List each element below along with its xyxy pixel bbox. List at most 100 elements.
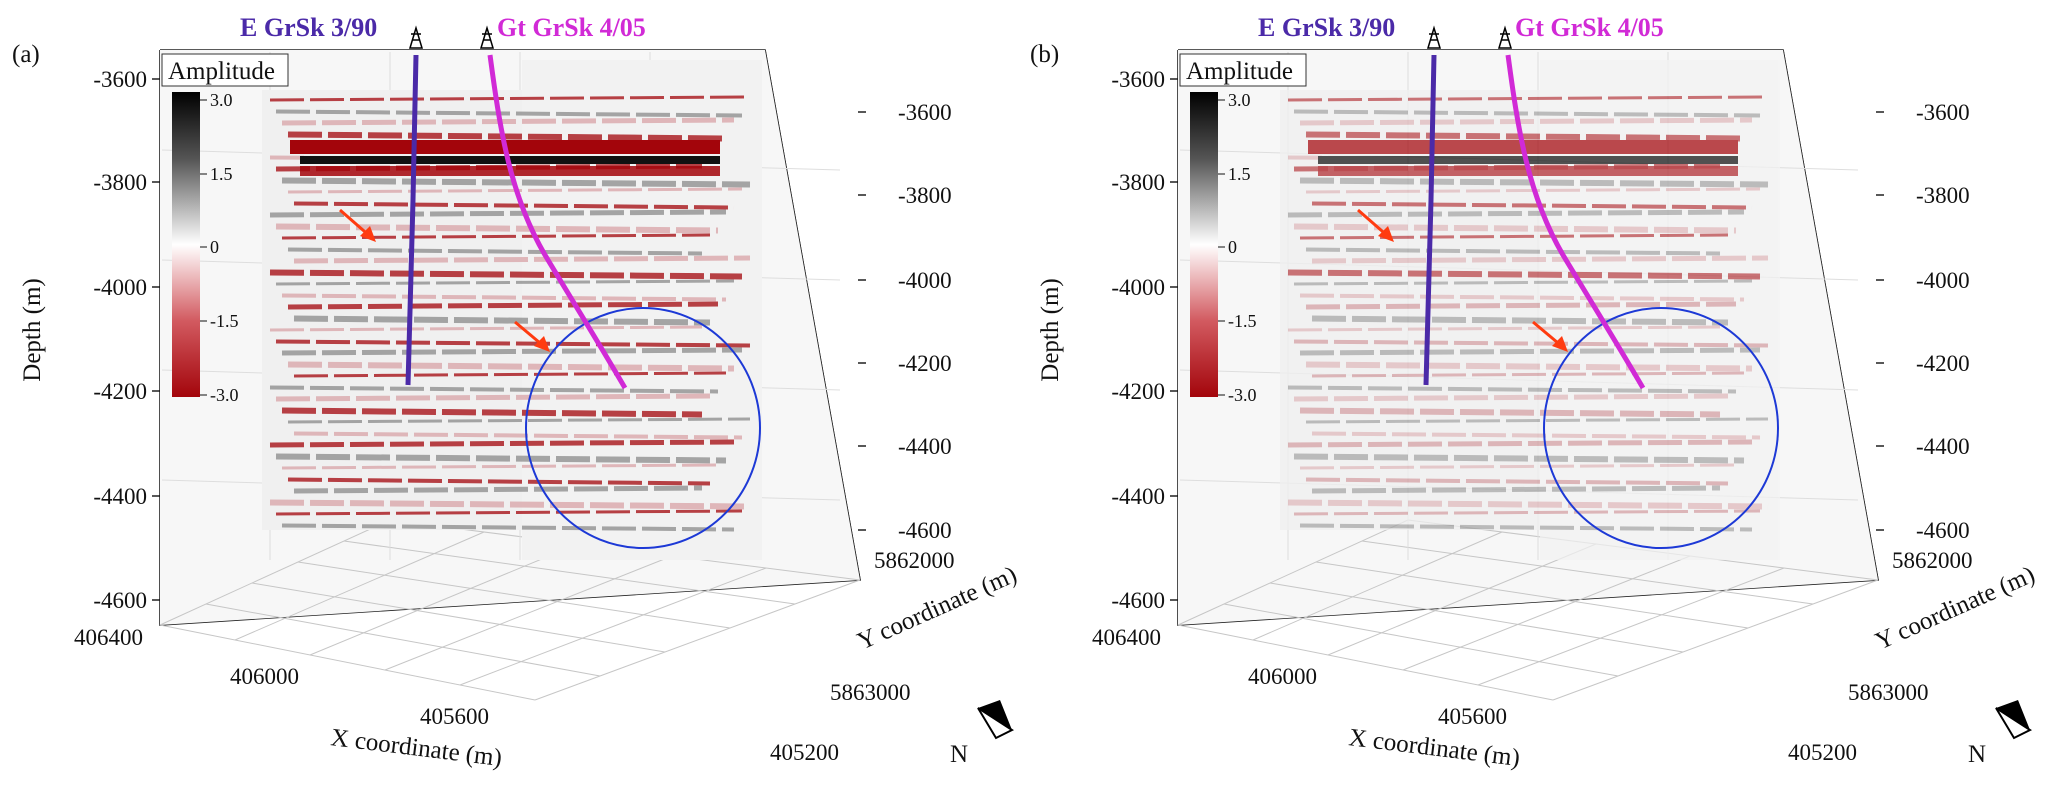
depth-tick-left: -4000 xyxy=(1111,275,1165,300)
reflector xyxy=(269,385,719,394)
reflector xyxy=(269,269,743,280)
depth-axis-right: -3600 -3800 -4000 -4200 -4400 -4600 xyxy=(858,100,952,543)
depth-tick-right: -4200 xyxy=(1916,351,1970,376)
reflector xyxy=(269,439,735,448)
colorbar-tick: -3.0 xyxy=(210,385,239,405)
well-e-grsk-3-90 xyxy=(405,54,419,386)
north-label: N xyxy=(1968,741,1986,768)
depth-axis-title: Depth (m) xyxy=(1037,278,1064,381)
reflector xyxy=(1305,247,1721,256)
reflector xyxy=(1311,201,1753,210)
reflector xyxy=(1293,223,1737,234)
y-tick: 5863000 xyxy=(1848,680,1929,705)
reflector xyxy=(281,233,711,240)
derrick-icon xyxy=(1497,25,1513,49)
colorbar-tick: 3.0 xyxy=(1228,90,1251,110)
figure-panel-a: E GrSk 3/90 Gt GrSk 4/05 (a) Amplitude 3.0 1.… xyxy=(12,13,1018,772)
well-label-e: E GrSk 3/90 xyxy=(1258,13,1395,42)
colorbar-tick: 0 xyxy=(1228,237,1237,257)
x-axis-title: X coordinate (m) xyxy=(1347,724,1521,772)
colorbar-tick: -3.0 xyxy=(1228,385,1257,405)
reflector xyxy=(1293,509,1761,516)
derrick-icon xyxy=(408,25,424,49)
depth-tick-left: -4400 xyxy=(93,484,147,509)
x-tick: 405200 xyxy=(770,740,839,765)
depth-tick-right: -4200 xyxy=(898,351,952,376)
reflector xyxy=(1293,453,1745,464)
y-tick: 5862000 xyxy=(874,548,955,573)
highlight-circle xyxy=(1543,307,1779,549)
well-gt-grsk-4-05 xyxy=(1505,54,1646,390)
highlight-circle xyxy=(525,307,761,549)
depth-tick-right: -4600 xyxy=(1916,518,1970,543)
panel-label: (b) xyxy=(1030,41,1059,68)
reflector xyxy=(1287,95,1769,102)
reflector xyxy=(275,509,743,516)
colorbar-tick: 1.5 xyxy=(1228,164,1251,184)
reflector xyxy=(1299,117,1753,126)
x-tick: 406000 xyxy=(230,664,299,689)
reflector xyxy=(281,347,743,356)
x-tick: 405600 xyxy=(1438,704,1507,729)
reflector xyxy=(275,109,743,118)
seismic-sections xyxy=(262,60,762,560)
well-gt-grsk-4-05 xyxy=(487,54,628,390)
amplitude-legend: Amplitude 3.0 1.5 0 -1.5 -3.0 xyxy=(161,53,289,405)
reflector xyxy=(293,315,711,326)
reflector xyxy=(1299,177,1769,188)
reflector xyxy=(1311,371,1745,378)
reflector xyxy=(1299,233,1729,240)
reflector xyxy=(1299,407,1721,418)
reflector xyxy=(1287,385,1737,394)
depth-tick-left: -4200 xyxy=(93,379,147,404)
y-axis: 5862000 5863000 xyxy=(830,548,955,705)
reflector xyxy=(275,393,711,402)
colorbar-tick: -1.5 xyxy=(1228,311,1257,331)
x-tick: 406400 xyxy=(74,625,143,650)
depth-tick-left: -3600 xyxy=(93,67,147,92)
north-label: N xyxy=(950,741,968,768)
reflector xyxy=(293,431,743,440)
reflector xyxy=(287,247,703,256)
reflector xyxy=(1311,485,1721,494)
well-e-grsk-3-90 xyxy=(1423,54,1437,386)
reflector xyxy=(275,453,727,464)
panel-a: E GrSk 3/90 Gt GrSk 4/05 (a) Amplitude 3.0 1.… xyxy=(0,0,1018,790)
reflector xyxy=(281,523,735,532)
reflector xyxy=(1287,499,1769,510)
derrick-icon xyxy=(479,25,495,49)
reflector xyxy=(287,301,719,310)
reflector xyxy=(1287,209,1745,218)
depth-tick-left: -4400 xyxy=(1111,484,1165,509)
reflector xyxy=(1311,315,1729,326)
depth-tick-left: -4000 xyxy=(93,275,147,300)
reflector xyxy=(269,325,703,332)
x-tick: 405200 xyxy=(1788,740,1857,765)
legend-title: Amplitude xyxy=(168,58,275,85)
north-arrow-icon xyxy=(1995,700,2033,740)
reflector xyxy=(281,407,703,418)
depth-tick-left: -3800 xyxy=(1111,170,1165,195)
reflector xyxy=(287,417,751,424)
colorbar-tick: 3.0 xyxy=(210,90,233,110)
reflector xyxy=(1293,279,1753,286)
y-axis-title: Y coordinate (m) xyxy=(1871,561,2036,655)
reflector xyxy=(1299,293,1745,302)
reflector xyxy=(1299,463,1737,470)
reflector xyxy=(287,361,735,372)
depth-tick-right: -4400 xyxy=(898,434,952,459)
depth-tick-right: -4000 xyxy=(898,268,952,293)
x-axis: 406400 406000 405600 405200 xyxy=(1092,625,1857,765)
reflector xyxy=(1311,431,1761,440)
depth-axis-left: -3600 -3800 -4000 -4200 -4400 -4600 xyxy=(1111,67,1178,613)
reflector xyxy=(1287,439,1753,448)
reflector xyxy=(1305,131,1745,142)
y-axis-title: Y coordinate (m) xyxy=(853,561,1018,655)
derrick-icon xyxy=(1426,25,1442,49)
annotation-arrow xyxy=(514,320,550,352)
x-tick: 406400 xyxy=(1092,625,1161,650)
well-label-e: E GrSk 3/90 xyxy=(240,13,377,42)
reflector xyxy=(293,485,703,494)
reflector xyxy=(293,255,751,264)
depth-tick-right: -4400 xyxy=(1916,434,1970,459)
